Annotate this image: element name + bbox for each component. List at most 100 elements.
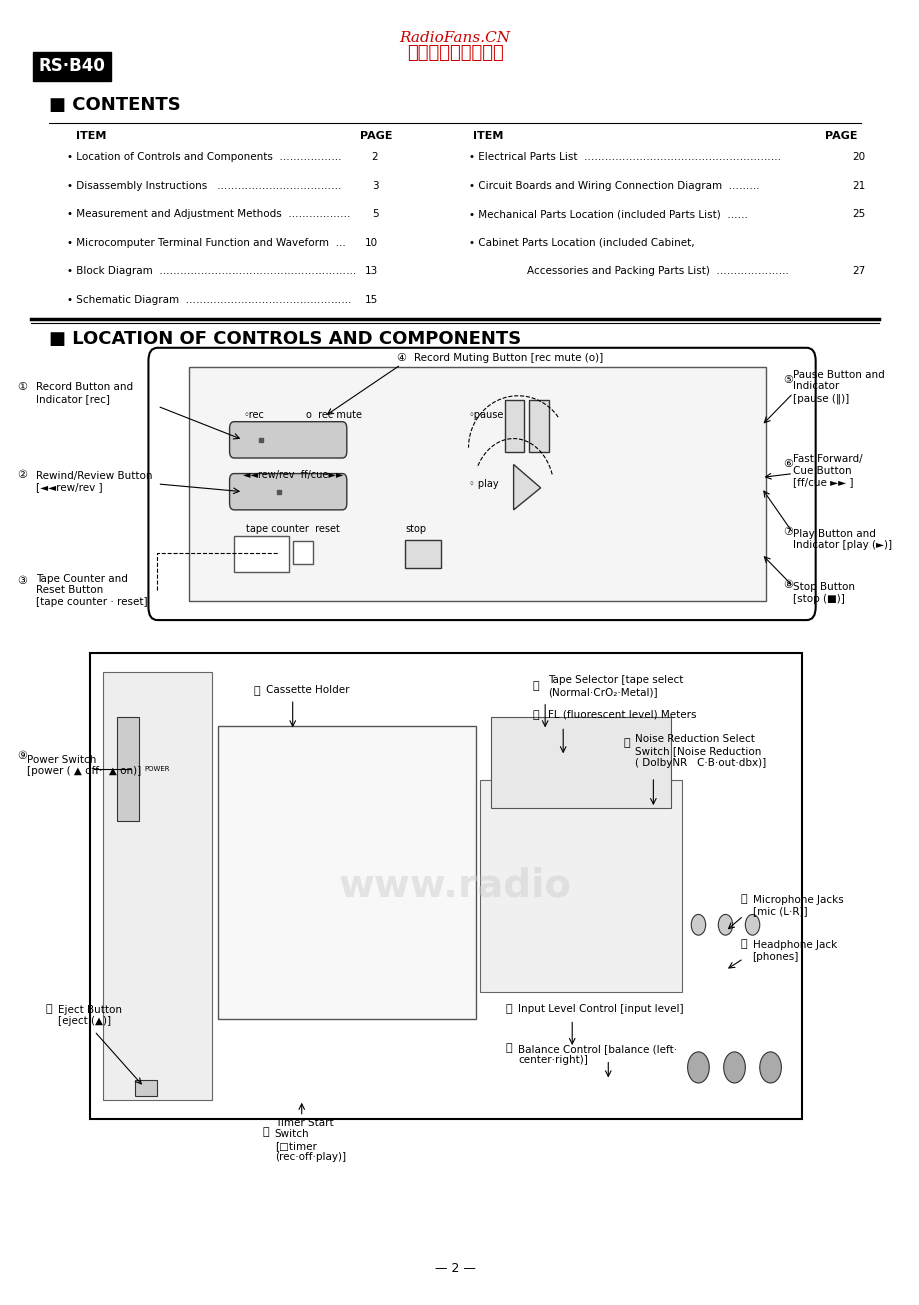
Text: ①: ① [17, 381, 28, 392]
Text: Headphone Jack
[phones]: Headphone Jack [phones] [752, 940, 836, 962]
FancyBboxPatch shape [292, 542, 312, 564]
Text: FL (fluorescent level) Meters: FL (fluorescent level) Meters [548, 710, 696, 720]
Text: Balance Control [balance (left·
center·right)]: Balance Control [balance (left· center·r… [517, 1044, 676, 1065]
FancyBboxPatch shape [218, 727, 475, 1019]
Text: • Schematic Diagram  …………………………………………: • Schematic Diagram ………………………………………… [67, 295, 352, 305]
Text: ②: ② [17, 470, 28, 480]
Text: Rewind/Review Button
[◄◄rew/rev ]: Rewind/Review Button [◄◄rew/rev ] [36, 471, 152, 492]
Text: PAGE: PAGE [823, 132, 857, 141]
Circle shape [686, 1052, 709, 1083]
FancyBboxPatch shape [188, 367, 766, 600]
Text: 25: 25 [851, 209, 864, 219]
Text: Record Muting Button [rec mute (o)]: Record Muting Button [rec mute (o)] [414, 354, 603, 363]
Text: 20: 20 [851, 153, 864, 162]
Text: ⑪: ⑪ [253, 686, 260, 697]
Text: 5: 5 [371, 209, 378, 219]
FancyBboxPatch shape [480, 779, 682, 992]
Circle shape [723, 1052, 744, 1083]
Bar [528, 399, 548, 452]
Text: ⑲: ⑲ [262, 1128, 268, 1137]
Text: www.radio: www.radio [338, 867, 571, 904]
Text: ◦ play: ◦ play [468, 479, 497, 489]
Bar [405, 540, 441, 568]
Bar [491, 718, 671, 808]
Text: ⑧: ⑧ [783, 581, 793, 590]
Text: RadioFans.CN: RadioFans.CN [399, 31, 510, 44]
Bar [135, 1081, 157, 1096]
Circle shape [759, 1052, 780, 1083]
Text: ◄◄rew/rev  ff/cue►►: ◄◄rew/rev ff/cue►► [243, 470, 343, 480]
Text: o  rec mute: o rec mute [306, 410, 362, 420]
Text: Eject Button
[eject (▲)]: Eject Button [eject (▲)] [58, 1005, 122, 1026]
Text: ⑱: ⑱ [505, 1043, 512, 1053]
Text: ⑤: ⑤ [783, 376, 793, 385]
Text: ◦pause: ◦pause [468, 410, 504, 420]
Bar [504, 399, 524, 452]
Text: ⑳: ⑳ [46, 1004, 52, 1014]
Text: ITEM: ITEM [76, 132, 107, 141]
FancyBboxPatch shape [230, 422, 346, 458]
Text: • Disassembly Instructions   ………………………………: • Disassembly Instructions ……………………………… [67, 180, 342, 191]
Text: • Mechanical Parts Location (included Parts List)  ……: • Mechanical Parts Location (included Pa… [468, 209, 747, 219]
Text: • Block Diagram  …………………………………………………: • Block Diagram ………………………………………………… [67, 266, 357, 277]
Polygon shape [513, 465, 540, 510]
Text: • Electrical Parts List  …………………………………………………: • Electrical Parts List …………………………………………… [468, 153, 780, 162]
Text: stop: stop [405, 525, 426, 534]
Text: Play Button and
Indicator [play (►)]: Play Button and Indicator [play (►)] [792, 529, 891, 551]
Text: ⑰: ⑰ [505, 1004, 512, 1014]
Text: 3: 3 [371, 180, 378, 191]
Text: Fast Forward/
Cue Button
[ff/cue ►► ]: Fast Forward/ Cue Button [ff/cue ►► ] [792, 454, 862, 488]
Text: POWER: POWER [143, 766, 169, 773]
FancyBboxPatch shape [233, 536, 289, 572]
Text: • Measurement and Adjustment Methods  ………………: • Measurement and Adjustment Methods ………… [67, 209, 350, 219]
Circle shape [744, 915, 759, 936]
Text: ④: ④ [395, 354, 405, 363]
Text: Microphone Jacks
[mic (L·R)]: Microphone Jacks [mic (L·R)] [752, 894, 843, 916]
Text: 13: 13 [365, 266, 378, 277]
Text: • Microcomputer Terminal Function and Waveform  …: • Microcomputer Terminal Function and Wa… [67, 238, 346, 248]
Text: • Circuit Boards and Wiring Connection Diagram  ………: • Circuit Boards and Wiring Connection D… [468, 180, 758, 191]
Text: Stop Button
[stop (■)]: Stop Button [stop (■)] [792, 582, 854, 604]
Text: Timer Start
Switch
[□timer
(rec·off·play)]: Timer Start Switch [□timer (rec·off·play… [275, 1117, 346, 1163]
Text: ⑮: ⑮ [740, 894, 746, 904]
Text: ◦rec: ◦rec [243, 410, 264, 420]
Text: ⑫: ⑫ [532, 681, 539, 692]
Bar [103, 672, 211, 1100]
Text: ITEM: ITEM [472, 132, 503, 141]
Text: • Cabinet Parts Location (included Cabinet,: • Cabinet Parts Location (included Cabin… [468, 238, 694, 248]
Text: Noise Reduction Select
Switch [Noise Reduction
( DolbyNR   C·B·out·dbx)]: Noise Reduction Select Switch [Noise Red… [635, 735, 766, 767]
Text: tape counter  reset: tape counter reset [245, 525, 339, 534]
Text: 27: 27 [851, 266, 864, 277]
Text: ⑥: ⑥ [783, 459, 793, 470]
Text: Pause Button and
Indicator
[pause (‖)]: Pause Button and Indicator [pause (‖)] [792, 369, 884, 403]
Text: 2: 2 [371, 153, 378, 162]
Text: ⑨: ⑨ [17, 752, 28, 761]
Text: 收音机爱好者资料库: 收音机爱好者资料库 [406, 44, 503, 63]
Circle shape [690, 915, 705, 936]
Text: ⑯: ⑯ [740, 940, 746, 949]
Text: ⑭: ⑭ [622, 739, 629, 748]
Bar [117, 718, 140, 821]
Text: ⑬: ⑬ [532, 710, 539, 720]
Text: Power Switch
[power ( ▲ off·  ▲ on)]: Power Switch [power ( ▲ off· ▲ on)] [27, 754, 141, 776]
Text: Tape Selector [tape select
(Normal·CrO₂·Metal)]: Tape Selector [tape select (Normal·CrO₂·… [548, 676, 683, 697]
Text: Record Button and
Indicator [rec]: Record Button and Indicator [rec] [36, 382, 132, 405]
Text: Accessories and Packing Parts List)  …………………: Accessories and Packing Parts List) …………… [513, 266, 788, 277]
Text: 21: 21 [851, 180, 864, 191]
FancyBboxPatch shape [90, 652, 801, 1120]
Text: Cassette Holder: Cassette Holder [266, 685, 349, 696]
FancyBboxPatch shape [230, 474, 346, 510]
Text: ■ CONTENTS: ■ CONTENTS [50, 97, 181, 115]
FancyBboxPatch shape [148, 348, 815, 620]
Text: RS·B40: RS·B40 [39, 57, 105, 76]
Text: 10: 10 [365, 238, 378, 248]
Text: Tape Counter and
Reset Button
[tape counter · reset]: Tape Counter and Reset Button [tape coun… [36, 574, 147, 607]
Text: ③: ③ [17, 577, 28, 586]
Text: Input Level Control [input level]: Input Level Control [input level] [517, 1004, 683, 1014]
Text: • Location of Controls and Components  ………………: • Location of Controls and Components ……… [67, 153, 342, 162]
Text: PAGE: PAGE [360, 132, 392, 141]
Text: ⑦: ⑦ [783, 527, 793, 536]
Circle shape [718, 915, 732, 936]
Text: ■ LOCATION OF CONTROLS AND COMPONENTS: ■ LOCATION OF CONTROLS AND COMPONENTS [50, 330, 521, 347]
Text: — 2 —: — 2 — [434, 1262, 475, 1275]
